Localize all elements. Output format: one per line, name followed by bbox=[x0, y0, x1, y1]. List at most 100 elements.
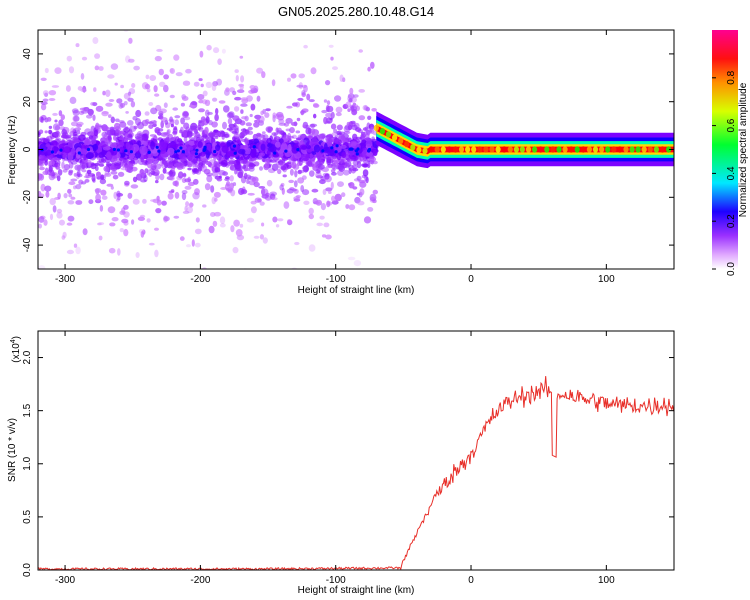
spectrogram-noise-cell bbox=[92, 178, 96, 183]
spectrogram-noise-cell bbox=[130, 184, 139, 189]
spectrogram-noise-cell bbox=[277, 168, 282, 175]
spectrogram-noise-cell bbox=[230, 225, 235, 233]
y-tick-label: 2.0 bbox=[22, 350, 33, 364]
spectrogram-noise-cell bbox=[235, 229, 243, 237]
spectrogram-noise-cell bbox=[253, 235, 260, 239]
spectrogram-noise-cell bbox=[108, 99, 115, 102]
spectrogram-noise-cell bbox=[60, 114, 65, 121]
snr-series-line bbox=[38, 376, 674, 570]
spectrogram-noise-cell bbox=[117, 171, 125, 177]
spectrogram-noise-cell bbox=[113, 191, 118, 199]
spectrogram-noise-cell bbox=[217, 58, 222, 65]
spectrogram-noise-cell bbox=[348, 98, 353, 103]
spectrogram-signal-cell bbox=[605, 146, 611, 153]
spectrogram-signal-cell bbox=[550, 146, 556, 153]
spectrogram-peak-cell bbox=[330, 146, 334, 150]
spectrogram-noise-cell bbox=[369, 193, 377, 202]
spectrogram-noise-cell bbox=[291, 134, 297, 139]
spectrogram-band-cell bbox=[91, 136, 97, 145]
spectrogram-noise-cell bbox=[262, 134, 269, 141]
x-tick-label: 0 bbox=[468, 575, 474, 586]
spectrogram-noise-cell bbox=[242, 164, 247, 170]
spectrogram-noise-cell bbox=[308, 207, 314, 215]
spectrogram-noise-cell bbox=[163, 132, 169, 136]
spectrogram-band-cell bbox=[119, 146, 125, 154]
spectrogram-noise-cell bbox=[308, 213, 314, 220]
spectrogram-noise-cell bbox=[200, 83, 204, 88]
spectrogram-noise-cell bbox=[288, 179, 295, 184]
spectrogram-noise-cell bbox=[121, 218, 129, 224]
spectrogram-band-cell bbox=[366, 151, 373, 157]
snr-panel: -300 -200 -100 0 100 0.0 0.5 1.0 1.5 2.0 Height … bbox=[7, 330, 675, 596]
spectrogram-band-cell bbox=[250, 148, 257, 158]
spectrogram-noise-cell bbox=[216, 78, 223, 86]
spectrogram-noise-cell bbox=[140, 230, 145, 238]
spectrogram-noise-cell bbox=[110, 170, 118, 175]
spectrogram-signal-cell bbox=[599, 146, 605, 153]
spectrogram-noise-cell bbox=[353, 94, 359, 98]
spectrogram-band-cell bbox=[237, 148, 246, 155]
spectrogram-noise-cell bbox=[221, 48, 226, 54]
spectrogram-peak-cell bbox=[284, 149, 288, 153]
spectrogram-noise-cell bbox=[125, 111, 129, 114]
spectrogram-noise-cell bbox=[246, 179, 250, 184]
spectrogram-noise-cell bbox=[117, 248, 121, 256]
spectrogram-noise-cell bbox=[292, 102, 298, 107]
x-tick-label: 100 bbox=[598, 575, 615, 586]
spectrogram-noise-cell bbox=[82, 85, 87, 93]
spectrogram-noise-cell bbox=[58, 110, 63, 117]
spectrogram-noise-cell bbox=[222, 121, 227, 130]
spectrogram-noise-cell bbox=[163, 160, 170, 166]
spectrogram-noise-cell bbox=[140, 179, 147, 183]
spectrogram-noise-cell bbox=[365, 129, 373, 134]
spectrogram-noise-cell bbox=[38, 216, 45, 223]
spectrogram-noise-cell bbox=[159, 173, 165, 181]
spectrogram-noise-cell bbox=[52, 112, 58, 116]
spectrogram-noise-cell bbox=[99, 205, 104, 212]
spectrogram-noise-cell bbox=[327, 191, 332, 194]
spectrogram-noise-cell bbox=[254, 197, 262, 203]
spectrogram-noise-cell bbox=[51, 85, 60, 88]
spectrogram-noise-cell bbox=[210, 212, 216, 217]
spectrogram-noise-cell bbox=[81, 56, 88, 61]
spectrogram-noise-cell bbox=[309, 123, 318, 128]
spectrogram-peak-cell bbox=[181, 150, 185, 154]
spectrogram-signal-cell bbox=[373, 124, 379, 132]
colorbar-tick-label: 0.8 bbox=[726, 70, 737, 84]
spectrogram-noise-cell bbox=[54, 160, 58, 168]
spectrogram-noise-cell bbox=[237, 171, 244, 178]
spectrogram-noise-cell bbox=[306, 93, 311, 101]
spectrogram-noise-cell bbox=[52, 123, 60, 131]
spectrogram-noise-cell bbox=[326, 200, 331, 208]
spectrogram-signal-cell bbox=[422, 147, 428, 155]
spectrogram-noise-cell bbox=[325, 234, 332, 240]
spectrogram-signal-cell bbox=[477, 146, 483, 153]
spectrogram-noise-cell bbox=[118, 102, 124, 109]
spectrogram-peak-cell bbox=[273, 151, 277, 155]
spectrogram-noise-cell bbox=[139, 169, 145, 176]
spectrogram-noise-cell bbox=[128, 58, 135, 63]
spectrogram-noise-cell bbox=[214, 113, 219, 122]
spectrogram-noise-cell bbox=[148, 102, 154, 106]
spectrogram-noise-cell bbox=[72, 115, 78, 122]
colorbar-ticks: 0.0 0.2 0.4 0.6 0.8 bbox=[712, 70, 737, 276]
spectrogram-noise-cell bbox=[84, 159, 92, 164]
spectrogram-noise-cell bbox=[261, 71, 266, 79]
spectrogram-noise-cell bbox=[344, 124, 352, 131]
spectrogram-band-cell bbox=[116, 152, 121, 159]
spectrogram-noise-cell bbox=[173, 54, 180, 61]
spectrogram-noise-cell bbox=[168, 118, 175, 122]
spectrogram-noise-cell bbox=[335, 106, 343, 114]
spectrogram-noise-cell bbox=[213, 211, 222, 217]
spectrogram-noise-cell bbox=[95, 122, 100, 130]
spectrogram-noise-cell bbox=[182, 210, 190, 214]
spectrogram-noise-cell bbox=[78, 110, 85, 116]
spectrogram-noise-cell bbox=[109, 130, 115, 136]
spectrogram-noise-cell bbox=[119, 210, 126, 215]
spectrogram-noise-cell bbox=[331, 171, 337, 176]
spectrogram-noise-cell bbox=[232, 90, 237, 96]
spectrogram-noise-cell bbox=[90, 163, 97, 170]
y-tick-label: 1.0 bbox=[22, 456, 33, 470]
spectrogram-noise-cell bbox=[362, 169, 369, 177]
